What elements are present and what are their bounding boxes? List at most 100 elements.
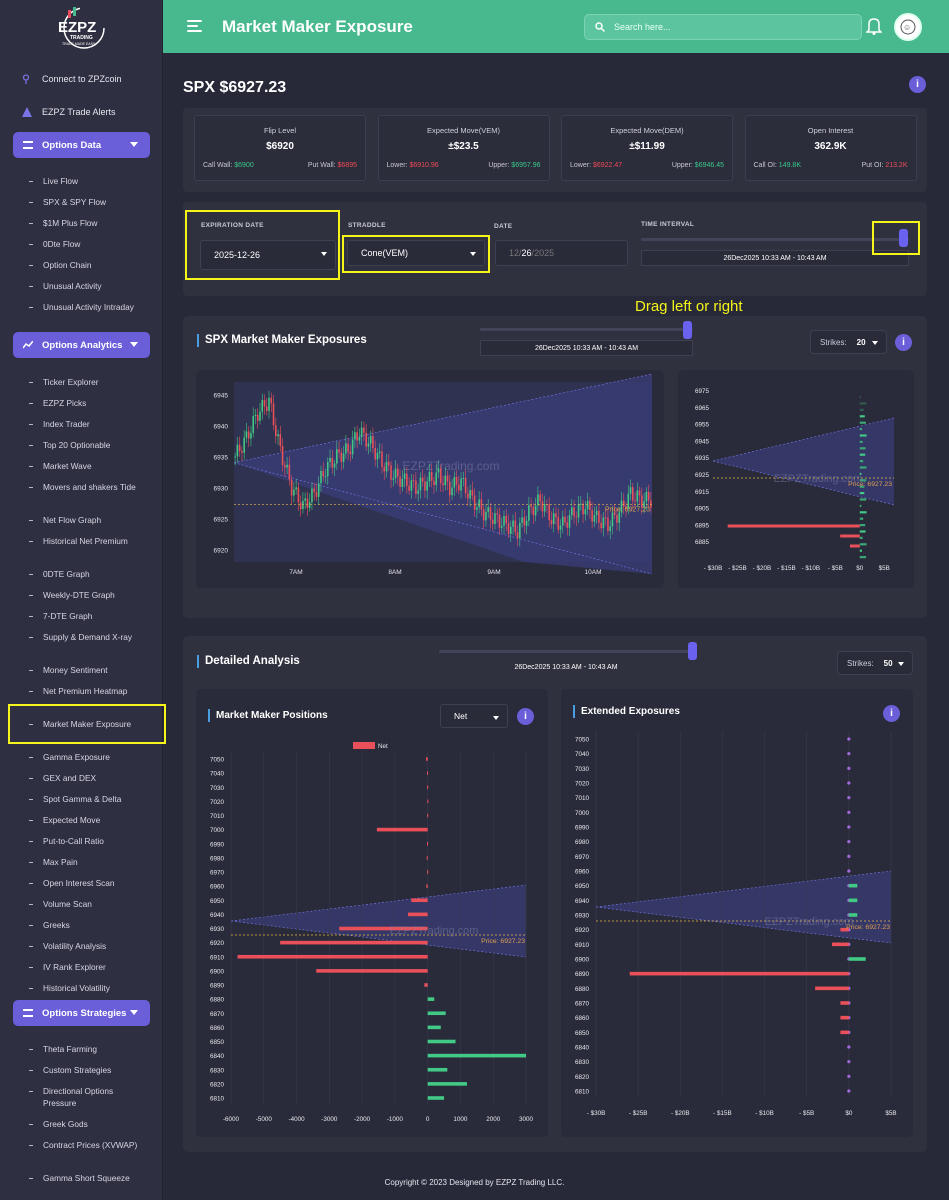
exposure-bar — [849, 544, 860, 548]
candle — [435, 472, 438, 486]
sidebar-item-volatility-analysis[interactable]: Volatility Analysis — [29, 940, 139, 952]
expected-move-cone — [713, 418, 894, 505]
sidebar-item-option-chain[interactable]: Option Chain — [29, 259, 139, 271]
ezpz-logo[interactable]: EZPZ TRADING TRADE MADE EASY — [48, 6, 120, 50]
sidebar-item-custom-strategies[interactable]: Custom Strategies — [29, 1064, 139, 1076]
info-icon[interactable]: i — [909, 76, 926, 93]
sidebar-item-gamma-short-squeeze[interactable]: Gamma Short Squeeze — [29, 1172, 139, 1184]
candle — [306, 498, 309, 508]
exposure-bar — [427, 785, 429, 790]
sidebar-item-market-wave[interactable]: Market Wave — [29, 460, 139, 472]
stat-left: Lower: $6922.47 — [570, 162, 623, 169]
sidebar-link-connect-zpzcoin[interactable]: Connect to ZPZcoin — [22, 74, 122, 84]
bell-icon[interactable] — [866, 17, 882, 35]
candle — [354, 432, 356, 440]
sidebar-item-unusual-activity[interactable]: Unusual Activity — [29, 280, 139, 292]
candle — [528, 505, 530, 521]
exposure-dot — [847, 810, 851, 814]
sidebar-item-historical-net-premium[interactable]: Historical Net Premium — [29, 535, 139, 547]
sidebar-item-gex-and-dex[interactable]: GEX and DEX — [29, 772, 139, 784]
strikes-select[interactable]: Strikes: 50 — [837, 651, 913, 675]
sidebar-item-7-dte-graph[interactable]: 7-DTE Graph — [29, 610, 139, 622]
stat-left: Lower: $6910.96 — [386, 162, 439, 169]
sidebar-item-spx-spy-flow[interactable]: SPX & SPY Flow — [29, 196, 139, 208]
search-box[interactable] — [584, 14, 862, 40]
panel1-slider-thumb[interactable] — [683, 321, 692, 339]
sidebar-item-put-to-call-ratio[interactable]: Put-to-Call Ratio — [29, 835, 139, 847]
chevron-down-icon — [130, 342, 138, 347]
sidebar-item-expected-move[interactable]: Expected Move — [29, 814, 139, 826]
sidebar-item-max-pain[interactable]: Max Pain — [29, 856, 139, 868]
info-icon[interactable]: i — [895, 334, 912, 351]
sidebar-item-0dte-flow[interactable]: 0Dte Flow — [29, 238, 139, 250]
exposure-bar — [859, 479, 867, 482]
sidebar-item-greek-gods[interactable]: Greek Gods — [29, 1118, 139, 1130]
candle — [259, 411, 261, 421]
sidebar-link-trade-alerts[interactable]: EZPZ Trade Alerts — [22, 107, 116, 117]
straddle-select[interactable]: Cone(VEM) — [347, 240, 485, 266]
time-slider-thumb[interactable] — [899, 229, 908, 247]
candle — [498, 514, 501, 528]
y-tick-label: 6930 — [210, 926, 225, 933]
info-icon[interactable]: i — [517, 708, 534, 725]
candle — [272, 403, 275, 426]
sidebar-item-unusual-activity-intraday[interactable]: Unusual Activity Intraday — [29, 301, 139, 313]
panel2-slider-track[interactable] — [439, 650, 693, 653]
expiration-select[interactable]: 2025-12-26 — [200, 240, 336, 270]
card-title: Market Maker Positions — [208, 709, 328, 722]
sidebar-item-ezpz-picks[interactable]: EZPZ Picks — [29, 397, 139, 409]
strikes-select[interactable]: Strikes: 20 — [810, 330, 887, 354]
date-input[interactable]: 12/26/2025 — [495, 240, 628, 266]
candle — [331, 457, 334, 468]
sidebar-item-weekly-dte-graph[interactable]: Weekly-DTE Graph — [29, 589, 139, 601]
candle — [455, 476, 458, 485]
mm-positions-card: Market Maker Positions Net i Net 7050 7040… — [196, 689, 548, 1137]
candle — [315, 492, 318, 497]
sidebar-item-0dte-graph[interactable]: 0DTE Graph — [29, 568, 139, 580]
net-select[interactable]: Net — [440, 704, 508, 728]
sidebar-item-market-maker-exposure[interactable]: Market Maker Exposure — [29, 718, 139, 730]
candle — [521, 517, 523, 523]
x-tick-label: -5000 — [256, 1116, 273, 1123]
y-tick-label: 6955 — [695, 422, 710, 429]
sidebar-item-open-interest-scan[interactable]: Open Interest Scan — [29, 877, 139, 889]
sidebar-item-supply-demand-x-ray[interactable]: Supply & Demand X-ray — [29, 631, 139, 643]
sidebar-item-greeks[interactable]: Greeks — [29, 919, 139, 931]
sidebar-item-contract-prices-xvwap[interactable]: Contract Prices (XVWAP) — [29, 1139, 139, 1151]
candle — [347, 443, 349, 452]
sidebar-item-gamma-exposure[interactable]: Gamma Exposure — [29, 751, 139, 763]
info-icon[interactable]: i — [883, 705, 900, 722]
exposure-bar — [848, 898, 858, 903]
sidebar-item-movers-and-shakers-tide[interactable]: Movers and shakers Tide — [29, 481, 139, 493]
exposure-bar — [859, 472, 862, 475]
section-options-analytics[interactable]: Options Analytics — [13, 332, 150, 358]
sidebar-item-spot-gamma-delta[interactable]: Spot Gamma & Delta — [29, 793, 139, 805]
search-input[interactable] — [614, 22, 834, 32]
candle — [383, 466, 386, 472]
sidebar-item-volume-scan[interactable]: Volume Scan — [29, 898, 139, 910]
sidebar-item-net-premium-heatmap[interactable]: Net Premium Heatmap — [29, 685, 139, 697]
candle — [281, 446, 284, 466]
sidebar-item-iv-rank-explorer[interactable]: IV Rank Explorer — [29, 961, 139, 973]
sidebar-item-directional-options-pressure[interactable]: Directional Options Pressure — [29, 1085, 139, 1109]
sidebar-item-historical-volatility[interactable]: Historical Volatility — [29, 982, 139, 994]
section-options-strategies[interactable]: Options Strategies — [13, 1000, 150, 1026]
user-avatar[interactable]: ☺ — [894, 13, 922, 41]
time-slider-track[interactable] — [641, 238, 909, 241]
sidebar-item-ticker-explorer[interactable]: Ticker Explorer — [29, 376, 139, 388]
candle — [566, 522, 569, 528]
sidebar-item-index-trader[interactable]: Index Trader — [29, 418, 139, 430]
hamburger-menu-icon[interactable] — [187, 20, 202, 32]
sidebar-item-live-flow[interactable]: Live Flow — [29, 175, 139, 187]
sidebar-item-money-sentiment[interactable]: Money Sentiment — [29, 664, 139, 676]
panel1-slider-track[interactable] — [480, 328, 693, 331]
panel2-slider-thumb[interactable] — [688, 642, 697, 660]
y-tick-label: 7040 — [210, 771, 225, 778]
y-tick-label: 7050 — [210, 757, 225, 764]
y-tick-label: 6910 — [575, 942, 590, 949]
section-options-data[interactable]: Options Data — [13, 132, 150, 158]
sidebar-item-top-20-optionable[interactable]: Top 20 Optionable — [29, 439, 139, 451]
sidebar-item-net-flow-graph[interactable]: Net Flow Graph — [29, 514, 139, 526]
sidebar-item-theta-farming[interactable]: Theta Farming — [29, 1043, 139, 1055]
sidebar-item-1m-plus-flow[interactable]: $1M Plus Flow — [29, 217, 139, 229]
